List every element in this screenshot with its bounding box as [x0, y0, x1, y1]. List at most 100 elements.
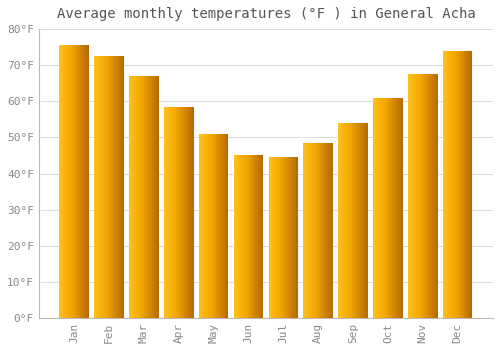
- Bar: [108, 56, 109, 318]
- Bar: [183, 107, 184, 318]
- Bar: [274, 157, 276, 318]
- Bar: [80, 45, 81, 318]
- Bar: [106, 56, 107, 318]
- Bar: [408, 74, 409, 318]
- Bar: [347, 123, 348, 318]
- Bar: [375, 98, 376, 318]
- Bar: [184, 107, 186, 318]
- Bar: [218, 134, 220, 318]
- Bar: [174, 107, 175, 318]
- Bar: [165, 107, 166, 318]
- Bar: [321, 143, 322, 318]
- Bar: [399, 98, 400, 318]
- Bar: [74, 45, 76, 318]
- Bar: [179, 107, 180, 318]
- Bar: [201, 134, 202, 318]
- Bar: [448, 51, 450, 318]
- Bar: [244, 155, 246, 318]
- Bar: [350, 123, 351, 318]
- Bar: [178, 107, 179, 318]
- Bar: [426, 74, 428, 318]
- Bar: [365, 123, 366, 318]
- Bar: [120, 56, 121, 318]
- Bar: [286, 157, 288, 318]
- Bar: [158, 76, 159, 318]
- Bar: [312, 143, 314, 318]
- Bar: [199, 134, 200, 318]
- Bar: [415, 74, 416, 318]
- Bar: [326, 143, 327, 318]
- Bar: [340, 123, 341, 318]
- Bar: [387, 98, 388, 318]
- Bar: [383, 98, 384, 318]
- Bar: [132, 76, 133, 318]
- Bar: [381, 98, 382, 318]
- Bar: [170, 107, 171, 318]
- Bar: [206, 134, 208, 318]
- Bar: [216, 134, 218, 318]
- Bar: [422, 74, 424, 318]
- Bar: [154, 76, 155, 318]
- Bar: [331, 143, 332, 318]
- Bar: [468, 51, 469, 318]
- Bar: [85, 45, 86, 318]
- Bar: [133, 76, 134, 318]
- Bar: [308, 143, 310, 318]
- Bar: [443, 51, 472, 318]
- Bar: [135, 76, 136, 318]
- Bar: [234, 155, 264, 318]
- Bar: [344, 123, 345, 318]
- Bar: [306, 143, 308, 318]
- Bar: [254, 155, 256, 318]
- Bar: [353, 123, 354, 318]
- Bar: [164, 107, 165, 318]
- Bar: [208, 134, 210, 318]
- Bar: [329, 143, 330, 318]
- Bar: [260, 155, 262, 318]
- Bar: [101, 56, 102, 318]
- Bar: [136, 76, 137, 318]
- Bar: [373, 98, 402, 318]
- Bar: [376, 98, 377, 318]
- Bar: [155, 76, 156, 318]
- Bar: [452, 51, 454, 318]
- Bar: [68, 45, 70, 318]
- Bar: [278, 157, 280, 318]
- Bar: [262, 155, 264, 318]
- Bar: [393, 98, 394, 318]
- Bar: [121, 56, 122, 318]
- Bar: [356, 123, 357, 318]
- Bar: [118, 56, 119, 318]
- Bar: [460, 51, 462, 318]
- Bar: [246, 155, 248, 318]
- Bar: [419, 74, 420, 318]
- Bar: [357, 123, 358, 318]
- Bar: [374, 98, 375, 318]
- Bar: [188, 107, 190, 318]
- Bar: [131, 76, 132, 318]
- Bar: [395, 98, 396, 318]
- Bar: [359, 123, 360, 318]
- Bar: [332, 143, 333, 318]
- Bar: [148, 76, 149, 318]
- Bar: [394, 98, 395, 318]
- Bar: [190, 107, 192, 318]
- Bar: [60, 45, 89, 318]
- Bar: [364, 123, 365, 318]
- Bar: [186, 107, 188, 318]
- Bar: [76, 45, 77, 318]
- Bar: [466, 51, 468, 318]
- Bar: [314, 143, 315, 318]
- Bar: [205, 134, 206, 318]
- Bar: [436, 74, 438, 318]
- Bar: [149, 76, 150, 318]
- Bar: [386, 98, 387, 318]
- Bar: [167, 107, 168, 318]
- Bar: [434, 74, 436, 318]
- Bar: [122, 56, 123, 318]
- Bar: [421, 74, 422, 318]
- Bar: [338, 123, 368, 318]
- Bar: [310, 143, 312, 318]
- Bar: [328, 143, 329, 318]
- Bar: [129, 76, 159, 318]
